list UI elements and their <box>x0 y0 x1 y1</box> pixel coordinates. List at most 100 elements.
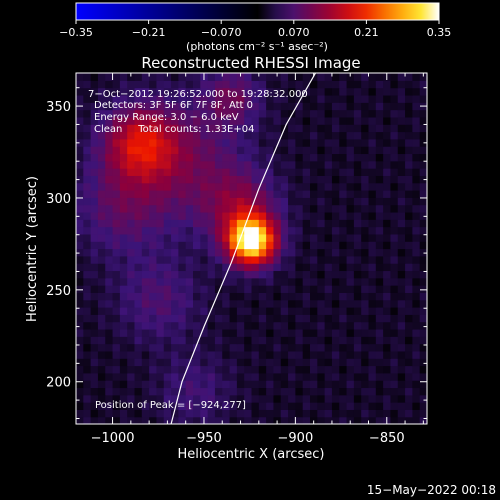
heatmap-cell <box>112 277 121 286</box>
heatmap-cell <box>90 116 99 125</box>
heatmap-cell <box>288 153 296 162</box>
heatmap-cell <box>310 255 318 264</box>
heatmap-cell <box>361 365 370 374</box>
heatmap-cell <box>375 131 384 140</box>
heatmap-cell <box>244 94 253 103</box>
heatmap-cell <box>317 299 326 308</box>
heatmap-cell <box>112 336 121 345</box>
heatmap-cell <box>207 146 216 155</box>
heatmap-cell <box>97 160 106 169</box>
heatmap-cell <box>368 241 377 250</box>
heatmap-cell <box>149 87 158 96</box>
heatmap-cell <box>383 270 392 279</box>
heatmap-cell <box>266 402 275 410</box>
heatmap-cell <box>222 226 231 235</box>
heatmap-cell <box>339 314 348 323</box>
heatmap-cell <box>397 255 406 264</box>
heatmap-cell <box>302 365 311 374</box>
heatmap-cell <box>346 350 355 359</box>
heatmap-cell <box>419 365 427 374</box>
heatmap-cell <box>112 190 121 198</box>
heatmap-cell <box>266 153 275 162</box>
heatmap-cell <box>134 343 143 352</box>
heatmap-cell <box>156 219 165 228</box>
heatmap-cell <box>288 372 296 381</box>
heatmap-cell <box>353 358 362 367</box>
heatmap-cell <box>156 270 165 279</box>
heatmap-cell <box>339 168 348 176</box>
heatmap-cell <box>375 380 384 389</box>
heatmap-cell <box>127 365 136 374</box>
heatmap-cell <box>412 116 421 125</box>
heatmap-cell <box>193 102 201 111</box>
heatmap-cell <box>310 285 318 293</box>
heatmap-cell <box>222 233 231 242</box>
heatmap-cell <box>266 277 275 286</box>
heatmap-cell <box>331 372 340 381</box>
heatmap-cell <box>236 116 245 125</box>
heatmap-cell <box>222 321 231 330</box>
heatmap-cell <box>353 226 362 235</box>
heatmap-cell <box>273 409 282 418</box>
heatmap-cell <box>163 299 172 308</box>
heatmap-cell <box>258 182 267 191</box>
heatmap-cell <box>383 285 392 293</box>
heatmap-cell <box>339 292 348 301</box>
heatmap-cell <box>156 168 165 176</box>
heatmap-cell <box>178 175 187 184</box>
heatmap-cell <box>112 175 121 184</box>
colorbar-tick-label: 0.35 <box>427 26 452 39</box>
heatmap-cell <box>214 102 223 111</box>
heatmap-cell <box>288 336 296 345</box>
heatmap-cell <box>141 372 150 381</box>
heatmap-cell <box>280 343 289 352</box>
heatmap-cell <box>361 197 370 206</box>
heatmap-cell <box>324 226 333 235</box>
heatmap-cell <box>134 204 143 213</box>
heatmap-cell <box>368 124 377 133</box>
heatmap-cell <box>229 197 238 206</box>
heatmap-cell <box>412 153 421 162</box>
heatmap-cell <box>214 204 223 213</box>
heatmap-cell <box>171 80 179 89</box>
heatmap-cell <box>317 204 326 213</box>
heatmap-cell <box>178 402 187 410</box>
heatmap-cell <box>112 416 121 424</box>
heatmap-cell <box>375 175 384 184</box>
heatmap-cell <box>141 146 150 155</box>
heatmap-cell <box>295 233 304 242</box>
heatmap-cell <box>171 109 179 118</box>
heatmap-cell <box>83 336 92 345</box>
heatmap-cell <box>105 80 114 89</box>
heatmap-cell <box>251 365 260 374</box>
heatmap-cell <box>419 328 427 337</box>
heatmap-cell <box>346 138 355 147</box>
heatmap-cell <box>112 219 121 228</box>
heatmap-cell <box>390 109 399 118</box>
heatmap-cell <box>405 109 413 118</box>
heatmap-cell <box>302 73 311 81</box>
heatmap-cell <box>353 270 362 279</box>
heatmap-cell <box>368 197 377 206</box>
heatmap-cell <box>90 124 99 133</box>
heatmap-cell <box>361 321 370 330</box>
heatmap-cell <box>280 328 289 337</box>
heatmap-cell <box>112 80 121 89</box>
heatmap-cell <box>83 197 92 206</box>
heatmap-cell <box>119 270 128 279</box>
heatmap-cell <box>288 146 296 155</box>
heatmap-cell <box>288 226 296 235</box>
heatmap-cell <box>258 102 267 111</box>
heatmap-cell <box>273 387 282 396</box>
heatmap-cell <box>185 80 194 89</box>
heatmap-cell <box>97 255 106 264</box>
heatmap-cell <box>310 350 318 359</box>
heatmap-cell <box>288 211 296 220</box>
heatmap-cell <box>361 160 370 169</box>
heatmap-cell <box>156 263 165 272</box>
heatmap-cell <box>119 285 128 293</box>
heatmap-cell <box>310 175 318 184</box>
heatmap-cell <box>127 394 136 403</box>
heatmap-cell <box>251 314 260 323</box>
heatmap-cell <box>76 138 84 147</box>
